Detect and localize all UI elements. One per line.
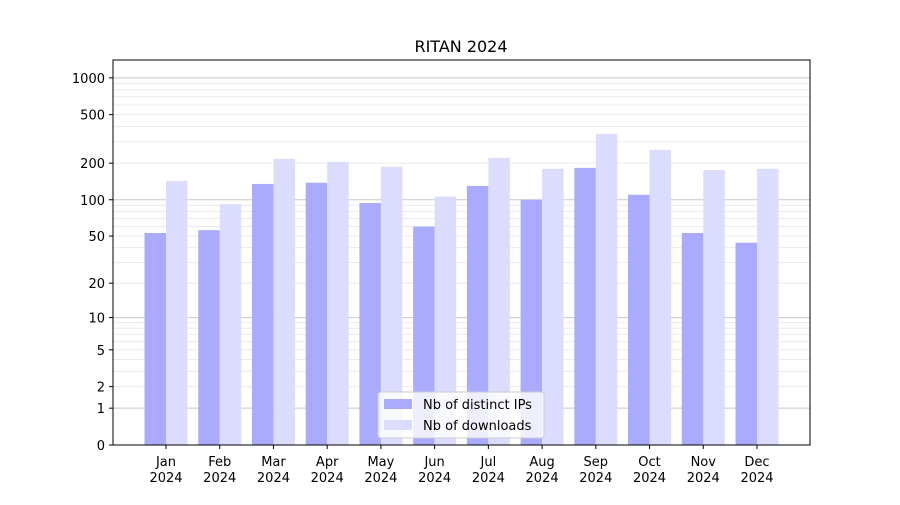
x-tick-label: Jun 2024	[418, 455, 451, 486]
legend-label: Nb of distinct IPs	[423, 398, 532, 413]
y-tick-label: 0	[97, 439, 105, 454]
x-tick-label: Apr 2024	[311, 455, 344, 486]
y-tick-label: 5	[97, 344, 105, 359]
y-tick-label: 1	[97, 402, 105, 417]
bar-downloads	[757, 168, 779, 445]
bar-distinct-ips	[251, 183, 274, 445]
bar-distinct-ips	[413, 226, 435, 445]
bar-distinct-ips	[144, 233, 166, 445]
bar-downloads	[488, 157, 510, 446]
x-tick-label: Feb 2024	[203, 455, 236, 486]
x-tick-label: Dec 2024	[740, 455, 773, 486]
bar-downloads	[273, 158, 295, 445]
bar-downloads	[380, 166, 403, 445]
legend: Nb of distinct IPs Nb of downloads	[377, 391, 545, 439]
bar-downloads	[649, 149, 672, 445]
x-tick-label: Mar 2024	[257, 455, 290, 486]
x-tick-label: Sep 2024	[579, 455, 612, 486]
bar-downloads	[219, 204, 242, 445]
x-tick-label: Jul 2024	[472, 455, 505, 486]
x-tick-label: Jan 2024	[149, 455, 182, 486]
y-tick-label: 500	[80, 109, 105, 124]
y-tick-label: 200	[80, 157, 105, 172]
y-tick-label: 1000	[72, 72, 105, 87]
bar-downloads	[434, 196, 457, 445]
y-tick-label: 2	[97, 381, 105, 396]
y-tick-label: 100	[80, 194, 105, 209]
bar-distinct-ips	[520, 199, 543, 445]
bar-downloads	[327, 161, 349, 446]
x-tick-label: Nov 2024	[687, 455, 720, 486]
bar-downloads	[595, 133, 618, 445]
chart-title: RITAN 2024	[414, 37, 507, 56]
bar-distinct-ips	[466, 185, 489, 446]
bar-distinct-ips	[681, 233, 704, 445]
x-tick-label: May 2024	[364, 455, 397, 486]
bar-downloads	[166, 180, 188, 446]
bar-distinct-ips	[574, 167, 596, 445]
legend-swatch	[384, 399, 412, 409]
legend-label: Nb of downloads	[423, 419, 532, 434]
y-tick-label: 50	[88, 230, 105, 245]
bar-distinct-ips	[198, 230, 220, 445]
bar-distinct-ips	[628, 194, 650, 445]
legend-box	[377, 391, 545, 439]
bar-distinct-ips	[305, 182, 328, 445]
x-tick-label: Aug 2024	[526, 455, 559, 486]
bar-distinct-ips	[735, 242, 757, 445]
y-tick-label: 20	[88, 277, 105, 292]
plot-frame	[112, 59, 811, 446]
legend-swatch	[384, 420, 412, 430]
bar-downloads	[542, 168, 564, 445]
bar-downloads	[703, 169, 725, 445]
x-tick-label: Oct 2024	[633, 455, 666, 486]
bar-distinct-ips	[359, 203, 381, 445]
y-tick-label: 10	[88, 312, 105, 327]
